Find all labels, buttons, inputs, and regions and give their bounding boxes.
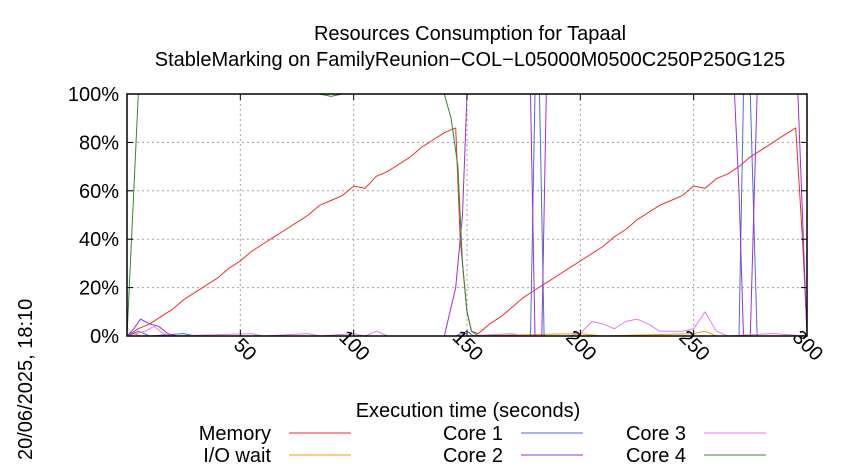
x-tick-label: 200: [561, 326, 600, 365]
legend-label: Core 3: [626, 423, 686, 445]
y-tick-label: 80%: [79, 132, 119, 154]
y-tick-label: 40%: [79, 229, 119, 251]
legend-label: Memory: [199, 423, 271, 445]
y-axis-ticks: 0% 20% 40% 60% 80% 100%: [68, 84, 807, 348]
legend-label: I/O wait: [203, 445, 271, 467]
x-axis-label: Execution time (seconds): [356, 400, 581, 422]
y-tick-label: 0%: [90, 326, 119, 348]
chart-title: Resources Consumption for Tapaal: [314, 23, 626, 45]
y-tick-label: 100%: [68, 84, 119, 106]
grid: [127, 94, 807, 336]
x-tick-label: 50: [229, 334, 260, 365]
x-tick-label: 100: [335, 326, 374, 365]
legend-label: Core 1: [443, 423, 503, 445]
x-tick-label: 300: [788, 326, 827, 365]
legend-label: Core 2: [443, 445, 503, 467]
chart-subtitle: StableMarking on FamilyReunion−COL−L0500…: [155, 49, 785, 71]
x-tick-label: 150: [448, 326, 487, 365]
y-tick-label: 60%: [79, 181, 119, 203]
x-axis-ticks: 50 100 150 200 250 300: [229, 94, 827, 366]
y-tick-label: 20%: [79, 278, 119, 300]
legend-label: Core 4: [626, 445, 686, 467]
timestamp-label: 20/06/2025, 18:10: [15, 299, 37, 460]
